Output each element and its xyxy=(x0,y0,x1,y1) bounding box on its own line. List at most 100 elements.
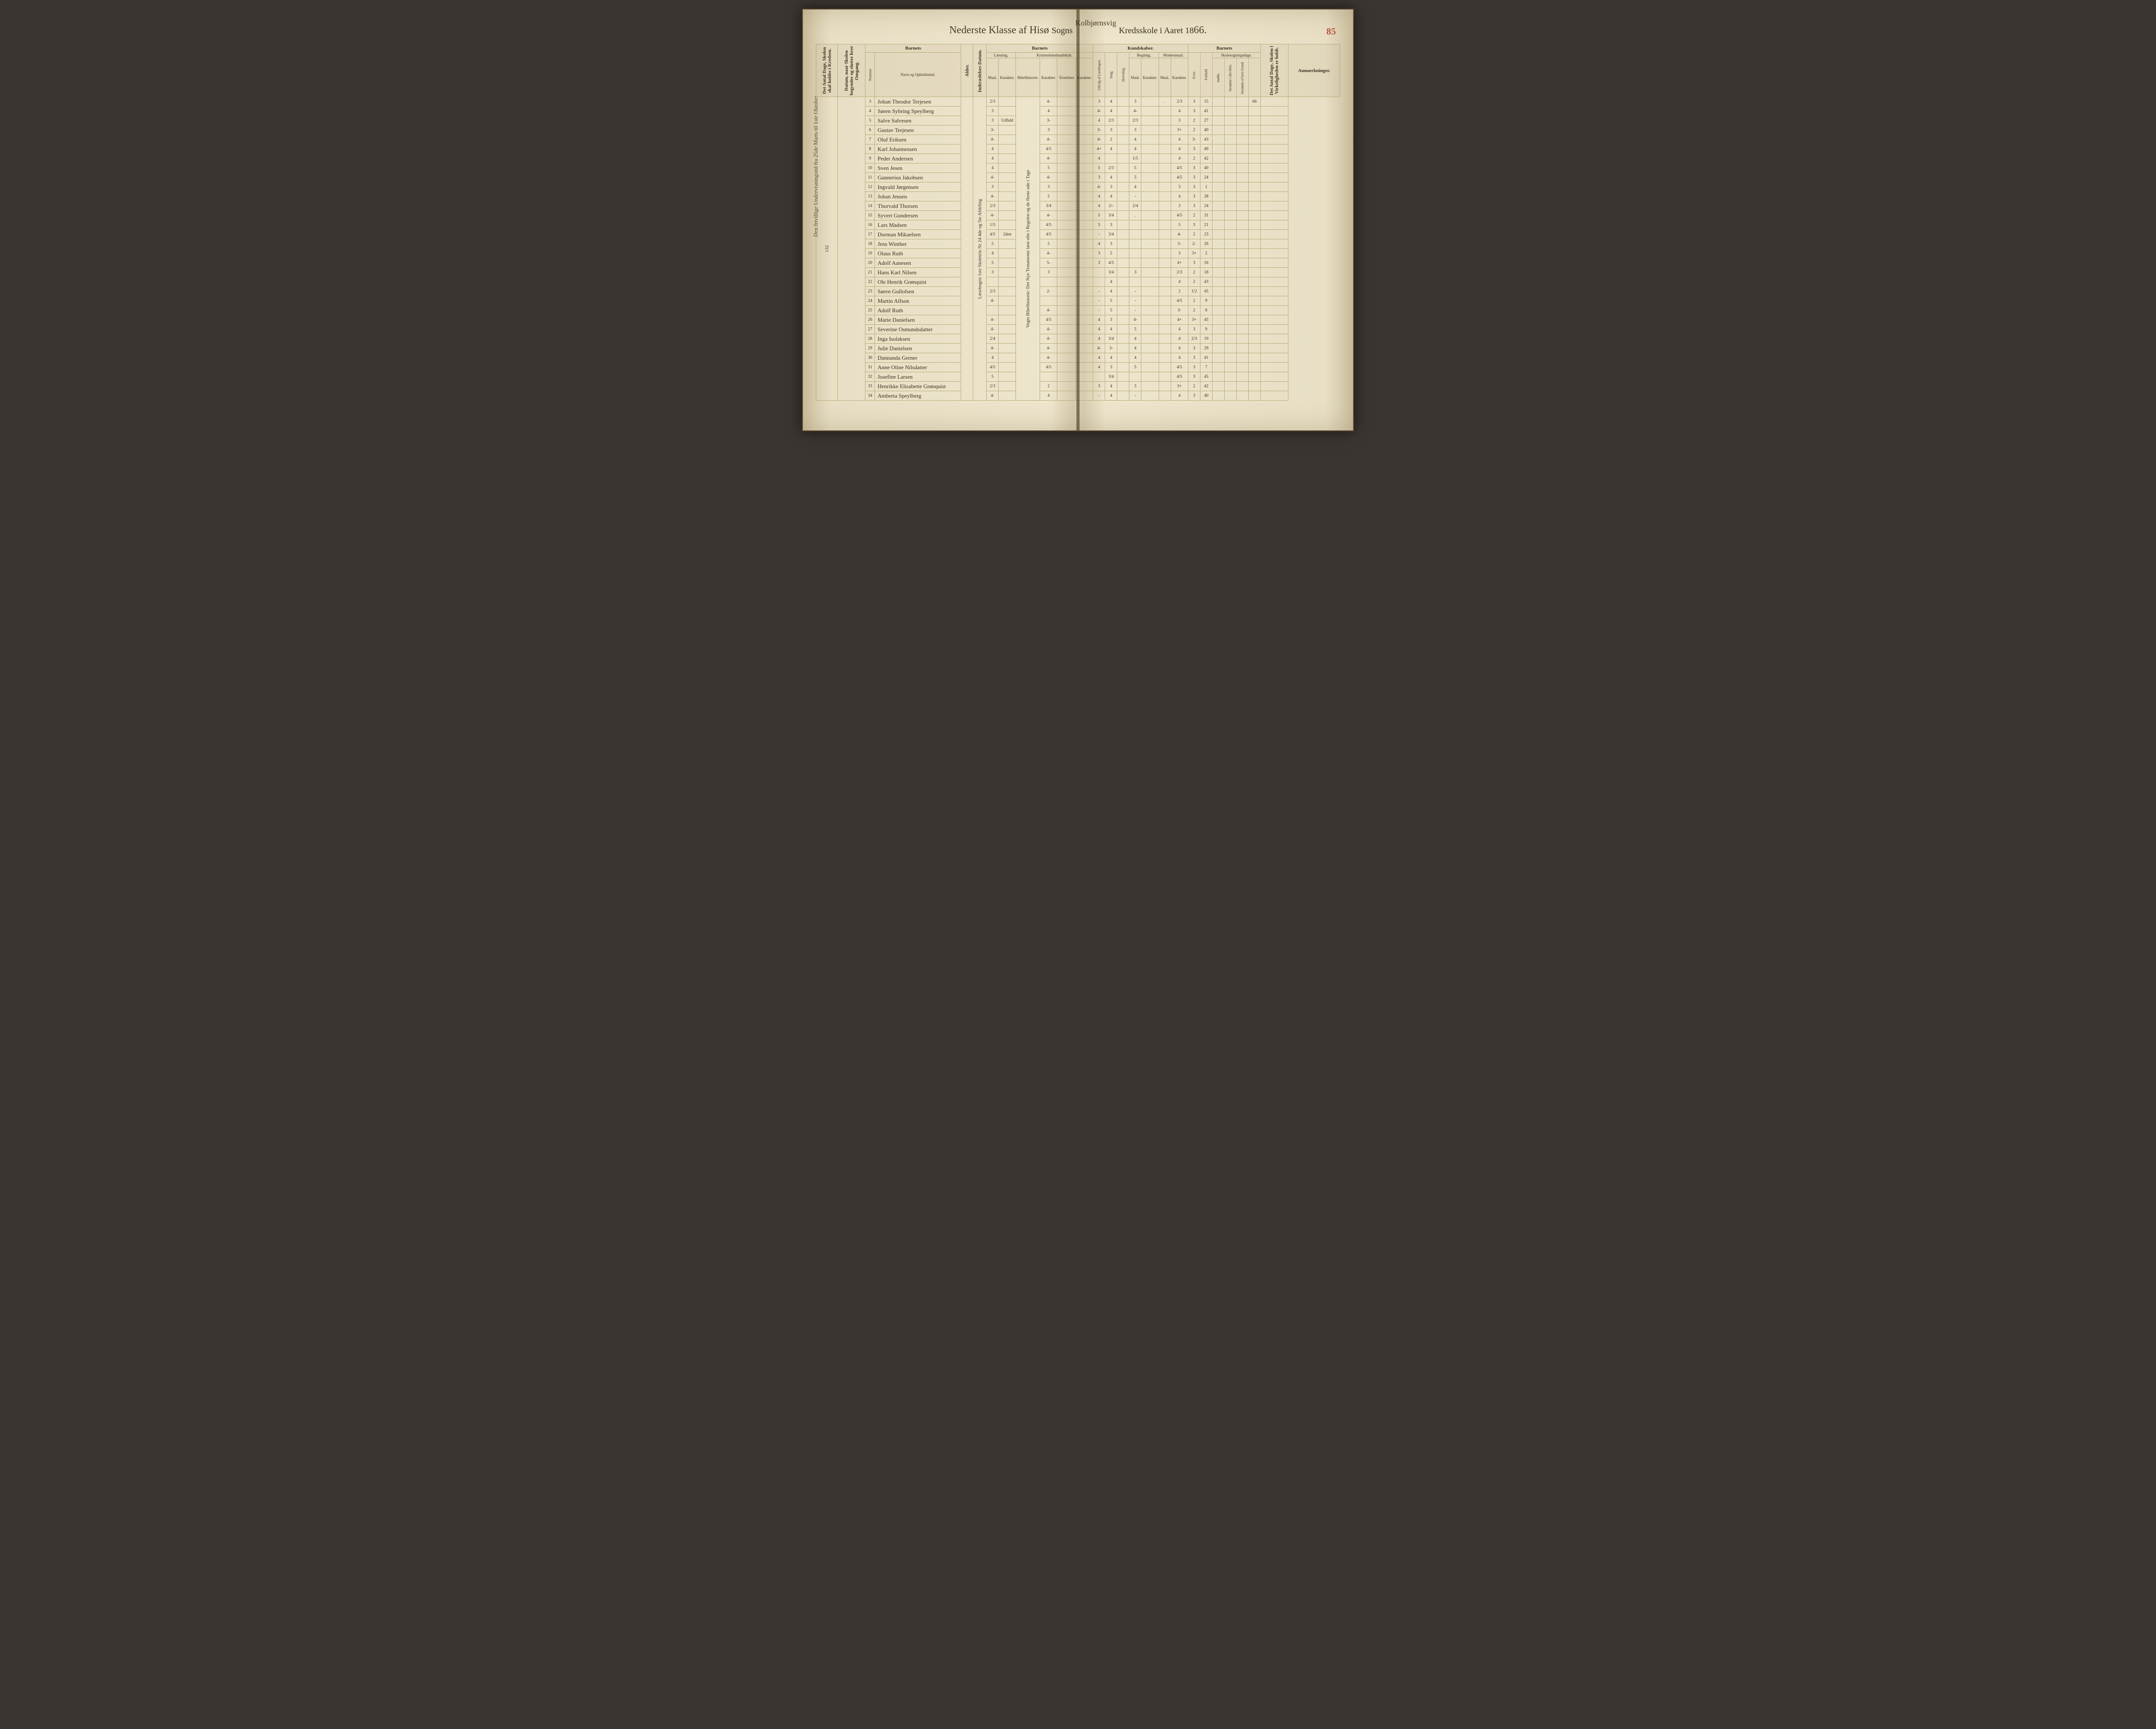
cell-ad xyxy=(1248,391,1260,401)
cell-anmark xyxy=(1260,296,1288,306)
cell-laes: 4- xyxy=(987,192,999,201)
ledger-book: 85 Nederste Klasse af Hisø Sogns Kolbjør… xyxy=(802,9,1354,431)
header-kredsskole: Kredsskole i Aaret 18 xyxy=(1119,26,1194,35)
cell-fh: 21 xyxy=(1200,220,1212,230)
cell-fh: 49 xyxy=(1200,144,1212,154)
cell-ev: 2 xyxy=(1188,268,1200,277)
row-number: 11 xyxy=(865,173,875,182)
cell-ev: 3 xyxy=(1188,325,1200,334)
cell-ev: 3+ xyxy=(1188,315,1200,325)
row-name: Syvert Gundersen xyxy=(875,211,961,220)
sub-bibel: Bibelhistorie. xyxy=(1016,58,1040,97)
cell-bib: 5 xyxy=(1040,239,1057,249)
cell-m xyxy=(1212,391,1224,401)
cell-blank xyxy=(1236,382,1248,391)
cell-fh: 28 xyxy=(1200,192,1212,201)
cell-reg2 xyxy=(1141,268,1159,277)
cell-sang: 5 xyxy=(1105,296,1117,306)
cell-ad xyxy=(1248,211,1260,220)
cell-skr xyxy=(1117,325,1129,334)
cell-kr1 xyxy=(1057,382,1076,391)
cell-l2 xyxy=(999,182,1016,192)
cell-mm2: 2/3 xyxy=(1171,97,1188,107)
cell-reg2 xyxy=(1141,325,1159,334)
cell-m xyxy=(1212,382,1224,391)
cell-laes: 1/5 xyxy=(987,220,999,230)
col-evne: Evne. xyxy=(1188,53,1200,97)
cell-blank xyxy=(1236,154,1248,163)
col-modersmaal: Modersmaal. xyxy=(1159,53,1188,58)
cell-ad xyxy=(1248,258,1260,268)
cell-f1 xyxy=(1224,126,1236,135)
cell-bib: 2 xyxy=(1040,382,1057,391)
cell-l2: Udfald xyxy=(999,116,1016,126)
cell-l2 xyxy=(999,126,1016,135)
cell-reg2 xyxy=(1141,144,1159,154)
cell-f1 xyxy=(1224,107,1236,116)
col-regning: Regning. xyxy=(1129,53,1159,58)
cell-m xyxy=(1212,249,1224,258)
header-sogns: Sogns xyxy=(1052,26,1073,35)
cell-ev: 2 xyxy=(1188,154,1200,163)
cell-l2 xyxy=(999,192,1016,201)
cell-sang: 4 xyxy=(1105,391,1117,401)
cell-ev: 2 xyxy=(1188,277,1200,287)
cell-fh: 16 xyxy=(1200,258,1212,268)
cell-reg: 3 xyxy=(1129,268,1141,277)
cell-skr xyxy=(1117,344,1129,353)
cell-anmark xyxy=(1260,382,1288,391)
cell-bib: 4- xyxy=(1040,325,1057,334)
cell-laes: 2/4 xyxy=(987,334,999,344)
cell-m xyxy=(1212,277,1224,287)
cell-reg2 xyxy=(1141,382,1159,391)
cell-laes: 4- xyxy=(987,211,999,220)
col-sang: Sang. xyxy=(1105,53,1117,97)
cell-kr3: 4- xyxy=(1093,107,1105,116)
datum-cell xyxy=(838,97,865,401)
cell-kr1 xyxy=(1057,192,1076,201)
cell-skr xyxy=(1117,220,1129,230)
cell-reg2 xyxy=(1141,211,1159,220)
cell-kr1 xyxy=(1057,97,1076,107)
cell-kr1 xyxy=(1057,154,1076,163)
cell-skr xyxy=(1117,296,1129,306)
cell-anmark xyxy=(1260,306,1288,315)
cell-laes: 3- xyxy=(987,126,999,135)
cell-kr3: 5 xyxy=(1093,220,1105,230)
cell-m xyxy=(1212,182,1224,192)
sub-kar-2: Karakter. xyxy=(1040,58,1057,97)
cell-reg: 5 xyxy=(1129,163,1141,173)
cell-kr1 xyxy=(1057,144,1076,154)
cell-bib: 4- xyxy=(1040,173,1057,182)
cell-sang: 3/4 xyxy=(1105,211,1117,220)
cell-skr xyxy=(1117,372,1129,382)
row-number: 20 xyxy=(865,258,875,268)
cell-kr1 xyxy=(1057,344,1076,353)
row-name: Oluf Eriksen xyxy=(875,135,961,144)
cell-ad xyxy=(1248,154,1260,163)
cell-blank xyxy=(1236,306,1248,315)
cell-bib: 3 xyxy=(1040,268,1057,277)
row-number: 24 xyxy=(865,296,875,306)
cell-ad xyxy=(1248,353,1260,363)
cell-fh: 31 xyxy=(1200,211,1212,220)
cell-f1 xyxy=(1224,97,1236,107)
cell-f1 xyxy=(1224,154,1236,163)
cell-m xyxy=(1212,268,1224,277)
cell-reg xyxy=(1129,230,1141,239)
cell-ad xyxy=(1248,325,1260,334)
row-number: 31 xyxy=(865,363,875,372)
cell-ad xyxy=(1248,163,1260,173)
cell-m xyxy=(1212,144,1224,154)
cell-l2 xyxy=(999,296,1016,306)
cell-mm xyxy=(1159,382,1171,391)
cell-l2 xyxy=(999,258,1016,268)
cell-blank xyxy=(1236,296,1248,306)
cell-laes: 5 xyxy=(987,258,999,268)
cell-blank xyxy=(1236,97,1248,107)
left-margin-note: 132 xyxy=(816,97,838,401)
cell-mm2: 4/5 xyxy=(1171,173,1188,182)
cell-f1 xyxy=(1224,363,1236,372)
cell-sang: 4 xyxy=(1105,287,1117,296)
cell-kr3: 3 xyxy=(1093,173,1105,182)
